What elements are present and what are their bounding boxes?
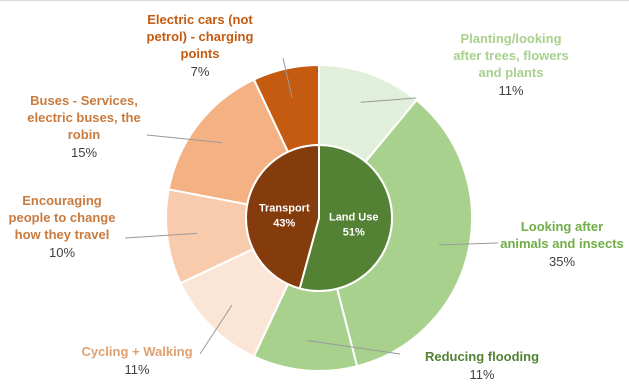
outer-label-buses-services-electric-buses-the-robin: robin: [68, 127, 101, 142]
leader-planting-looking-after-trees-flowers-and-plants: [360, 97, 417, 103]
leader-lines: [124, 57, 499, 355]
outer-label-looking-after-animals-and-insects: Looking after: [521, 219, 603, 234]
outer-label-buses-services-electric-buses-the-robin: electric buses, the: [27, 110, 140, 125]
outer-label-encouraging-people-to-change-how-they-travel: how they travel: [15, 227, 110, 242]
outer-value-cycling-walking: 11%: [124, 362, 149, 377]
outer-value-encouraging-people-to-change-how-they-travel: 10%: [49, 245, 75, 260]
outer-label-buses-services-electric-buses-the-robin: Buses - Services,: [30, 93, 138, 108]
leader-reducing-flooding: [307, 339, 401, 355]
outer-label-cycling-walking: Cycling + Walking: [81, 344, 192, 359]
slice-labels: Land Use 51% Transport 43% Electric cars (no…: [9, 12, 624, 382]
outer-label-encouraging-people-to-change-how-they-travel: Encouraging: [22, 193, 102, 208]
outer-ring: [165, 63, 473, 372]
outer-label-planting-looking-after-trees-flowers-and-plants: after trees, flowers: [453, 48, 569, 63]
outer-value-buses-services-electric-buses-the-robin: 15%: [71, 145, 97, 160]
outer-label-looking-after-animals-and-insects: animals and insects: [500, 236, 624, 251]
inner-slice-land-use: [298, 143, 393, 292]
leader-cycling-walking: [199, 304, 233, 355]
outer-label-electric-cars-not-petrol-charging-points: petrol) - charging: [147, 29, 254, 44]
outer-label-electric-cars-not-petrol-charging-points: points: [181, 46, 220, 61]
outer-label-planting-looking-after-trees-flowers-and-plants: and plants: [478, 65, 543, 80]
outer-value-electric-cars-not-petrol-charging-points: 7%: [191, 64, 210, 79]
outer-value-planting-looking-after-trees-flowers-and-plants: 11%: [498, 83, 523, 98]
inner-ring: [245, 143, 393, 292]
outer-value-looking-after-animals-and-insects: 35%: [549, 254, 575, 269]
outer-label-electric-cars-not-petrol-charging-points: Electric cars (not: [147, 12, 253, 27]
leader-buses-services-electric-buses-the-robin: [146, 134, 222, 144]
inner-label-land-use: Land Use: [329, 212, 379, 224]
inner-value-transport: 43%: [273, 217, 295, 229]
leader-electric-cars-not-petrol-charging-points: [282, 57, 293, 99]
leader-encouraging-people-to-change-how-they-travel: [124, 232, 198, 239]
outer-label-planting-looking-after-trees-flowers-and-plants: Planting/looking: [460, 31, 561, 46]
outer-value-reducing-flooding: 11%: [469, 367, 494, 382]
inner-label-transport: Transport: [259, 202, 310, 214]
leader-looking-after-animals-and-insects: [439, 242, 499, 246]
top-divider: [0, 0, 629, 1]
inner-slice-transport: [245, 143, 320, 290]
inner-value-land-use: 51%: [343, 227, 365, 239]
outer-label-reducing-flooding: Reducing flooding: [425, 349, 539, 364]
outer-label-encouraging-people-to-change-how-they-travel: people to change: [9, 210, 116, 225]
